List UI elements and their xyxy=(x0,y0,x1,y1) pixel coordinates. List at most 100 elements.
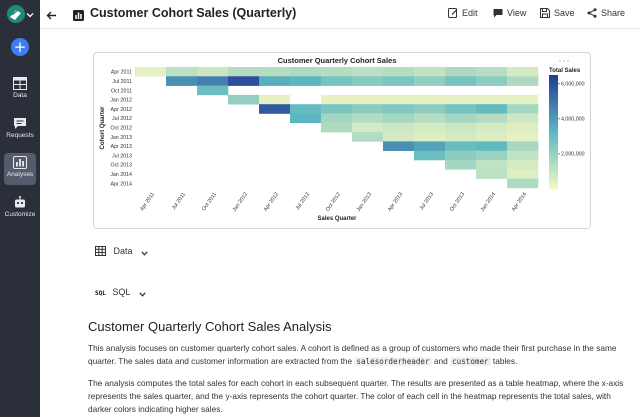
heatmap-cell xyxy=(228,67,260,77)
sidebar-item-label: Customize xyxy=(4,211,36,218)
heatmap-cell xyxy=(383,94,415,105)
more-icon[interactable] xyxy=(559,60,561,62)
y-tick-label: Jan 2013 xyxy=(110,135,132,141)
sidebar-item-customize[interactable]: Customize xyxy=(4,193,36,225)
heatmap-cell xyxy=(507,169,539,179)
analysis-paragraph: This analysis focuses on customer quarte… xyxy=(88,343,617,366)
x-tick-label: Apr 2013 xyxy=(387,192,404,213)
y-tick-label: Oct 2011 xyxy=(111,88,132,94)
heatmap-cell xyxy=(352,94,384,105)
top-header: Customer Cohort Sales (Quarterly) Edit V… xyxy=(40,0,640,29)
add-button[interactable]: + xyxy=(11,38,29,56)
sidebar-item-requests[interactable]: Requests xyxy=(4,114,36,146)
colorbar-segment xyxy=(549,151,558,156)
colorbar-tick-label: 6,000,000 xyxy=(561,82,585,88)
heatmap-cell xyxy=(445,122,477,133)
heatmap-cell xyxy=(259,94,291,105)
colorbar-segment xyxy=(549,146,558,150)
chevron-down-icon xyxy=(138,287,146,297)
y-tick-label: Oct 2013 xyxy=(111,163,133,169)
heatmap-cell xyxy=(476,122,508,133)
sidebar-item-data[interactable]: Data xyxy=(4,74,36,106)
x-tick-label: Jan 2012 xyxy=(232,192,249,213)
chevron-down-icon[interactable] xyxy=(26,6,34,18)
bar-chart-icon xyxy=(13,156,27,169)
heatmap-cell xyxy=(476,67,508,77)
heatmap-cell xyxy=(321,104,353,114)
y-tick-label: Apr 2014 xyxy=(111,181,133,187)
y-tick-label: Apr 2013 xyxy=(111,144,133,150)
colorbar-segment xyxy=(549,166,558,170)
page-title: Customer Cohort Sales (Quarterly) xyxy=(90,6,297,20)
heatmap-cell xyxy=(290,76,322,86)
heatmap-cell xyxy=(290,113,322,124)
heatmap-cell xyxy=(507,160,539,170)
share-button[interactable]: Share xyxy=(587,8,625,18)
y-tick-label: Jul 2012 xyxy=(112,116,132,122)
heatmap-cell xyxy=(321,113,353,124)
heatmap-cell xyxy=(507,122,539,133)
colorbar-segment xyxy=(549,94,558,99)
heatmap-cell xyxy=(166,76,198,86)
colorbar-segment xyxy=(549,171,558,176)
analysis-paragraph: The analysis computes the total sales fo… xyxy=(88,378,624,414)
sql-icon: SQL xyxy=(95,290,106,297)
colorbar-segment xyxy=(549,120,558,124)
message-icon xyxy=(14,118,26,129)
y-tick-label: Jan 2014 xyxy=(110,172,132,178)
colorbar-segment xyxy=(549,77,558,82)
workspace-logo-icon[interactable] xyxy=(7,5,25,23)
heatmap-cell xyxy=(197,85,229,96)
colorbar-segment xyxy=(549,86,558,90)
sql-section-toggle[interactable]: SQL SQL xyxy=(95,287,146,297)
x-tick-label: Jan 2014 xyxy=(480,192,497,213)
y-tick-label: Jan 2012 xyxy=(110,98,132,104)
back-arrow-icon[interactable] xyxy=(46,8,57,26)
heatmap-cell xyxy=(321,94,353,105)
heatmap-cell xyxy=(259,76,291,86)
heatmap-cell xyxy=(321,67,353,77)
heatmap-cell xyxy=(321,76,353,86)
heatmap-cell xyxy=(507,113,539,124)
heatmap-cell xyxy=(507,94,539,105)
heatmap-cell xyxy=(197,76,229,86)
heatmap-cell xyxy=(445,104,477,114)
heatmap-cell xyxy=(383,76,415,86)
save-button[interactable]: Save xyxy=(540,8,575,18)
x-tick-label: Apr 2012 xyxy=(263,192,280,213)
table-icon xyxy=(95,246,106,256)
pencil-icon xyxy=(448,8,458,18)
chart-title: Customer Quarterly Cohort Sales xyxy=(278,56,397,65)
heatmap-cell xyxy=(259,67,291,77)
heatmap-cell xyxy=(476,141,508,151)
more-icon[interactable] xyxy=(567,60,569,62)
x-axis-label: Sales Quarter xyxy=(317,216,357,222)
colorbar-segment xyxy=(549,103,558,107)
edit-button[interactable]: Edit xyxy=(448,8,478,18)
sidebar: + Data Requests Analyses Customize xyxy=(0,0,40,417)
heatmap-cell xyxy=(166,67,198,77)
heatmap-cell xyxy=(476,132,508,142)
heatmap-cell xyxy=(507,132,539,142)
y-axis-label: Cohort Quarter xyxy=(100,106,106,150)
heatmap-cell xyxy=(445,132,477,142)
heatmap-cell xyxy=(476,104,508,114)
colorbar-segment xyxy=(549,143,558,147)
more-icon[interactable] xyxy=(563,60,565,62)
data-section-toggle[interactable]: Data xyxy=(95,246,148,256)
colorbar-segment xyxy=(549,114,558,119)
x-tick-label: Jul 2012 xyxy=(295,192,311,212)
heatmap-cell xyxy=(352,104,384,114)
heatmap-cell xyxy=(476,169,508,179)
colorbar-tick-label: 2,000,000 xyxy=(561,152,585,158)
colorbar-segment xyxy=(549,92,558,96)
save-icon xyxy=(540,8,550,18)
sidebar-item-analyses[interactable]: Analyses xyxy=(4,153,36,185)
share-icon xyxy=(587,8,597,18)
heatmap-cell xyxy=(383,67,415,77)
table-icon xyxy=(13,77,27,90)
heatmap-cell xyxy=(507,178,539,189)
heatmap-cell xyxy=(476,160,508,170)
y-tick-label: Apr 2011 xyxy=(111,70,132,76)
view-button[interactable]: View xyxy=(493,8,526,18)
